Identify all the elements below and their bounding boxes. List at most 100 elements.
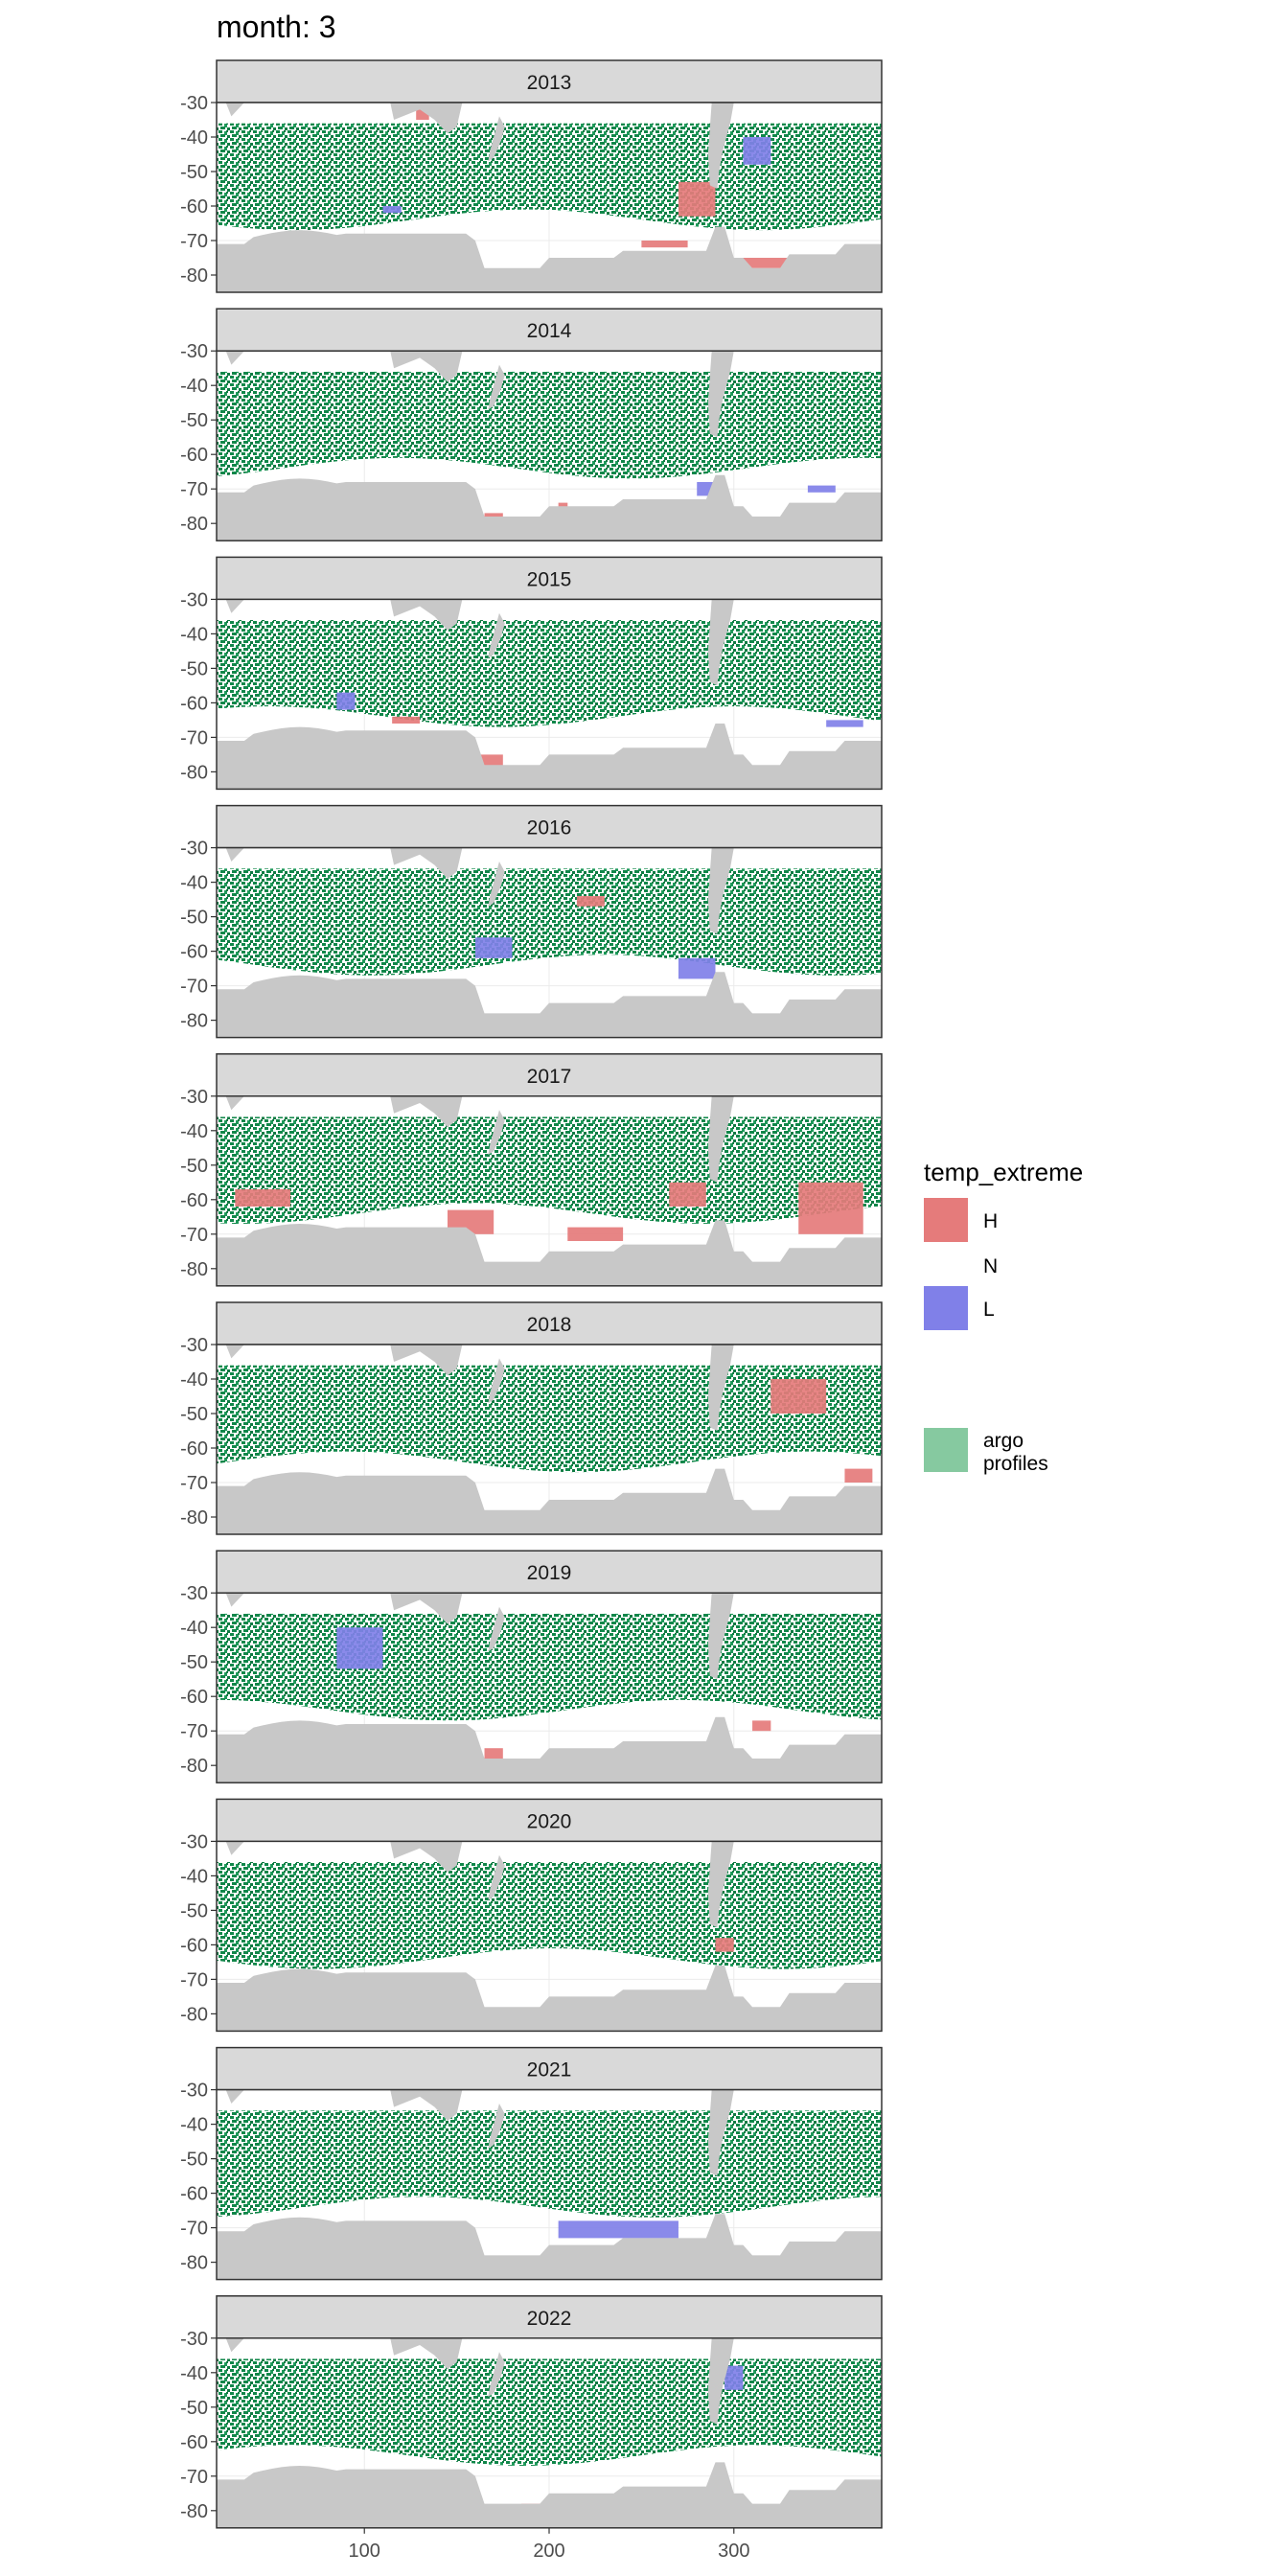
land-new-zealand [488, 862, 505, 907]
legend-label-argo: argo profiles [983, 1430, 1048, 1475]
land-south-america [707, 1593, 734, 1680]
land-africa [225, 103, 244, 117]
y-tick-label: -70 [180, 1225, 208, 1246]
land-africa [225, 847, 244, 862]
y-tick-label: -50 [180, 908, 208, 929]
land-new-zealand [488, 2352, 505, 2397]
y-tick-label: -70 [180, 727, 208, 748]
legend-title: temp_extreme [924, 1158, 1083, 1186]
facet-panel-2021: 2021 -30 -40 -50 -60 -70 -80 [180, 2046, 883, 2281]
x-axis: 100 200 300 [349, 2527, 749, 2562]
page-title: month: 3 [217, 10, 336, 44]
land-australia [390, 1095, 463, 1128]
extreme-h [752, 1720, 771, 1732]
land-australia [390, 599, 463, 631]
y-tick-label: -80 [180, 1507, 208, 1529]
panel-border [216, 1344, 883, 1535]
land-south-america [707, 351, 734, 438]
legend-label-l: L [983, 1299, 995, 1321]
land-south-america [707, 2089, 734, 2176]
x-tick-label: 100 [349, 2541, 380, 2562]
facet-strip-label: 2014 [527, 320, 572, 342]
facet-strip [216, 308, 883, 352]
land-africa [225, 1095, 244, 1111]
extreme-h [235, 1189, 291, 1207]
land-south-america [707, 1841, 734, 1928]
no-data-region [217, 103, 882, 124]
land-australia [390, 1593, 463, 1624]
y-tick-label: -70 [180, 2219, 208, 2240]
legend-label-h: H [983, 1210, 998, 1232]
no-data-region [217, 1345, 882, 1366]
y-tick-label: -70 [180, 977, 208, 998]
y-tick-label: -40 [180, 127, 208, 149]
land-africa [225, 351, 244, 365]
extreme-l [743, 137, 771, 165]
y-tick-label: -30 [180, 839, 208, 860]
land-antarctica [217, 2214, 882, 2280]
no-data-region [217, 351, 882, 372]
facet-panel-2014: 2014 -30 -40 -50 -60 -70 -80 [180, 308, 883, 541]
land-australia [390, 847, 463, 879]
legend: temp_extreme H N L argo profiles [924, 1158, 1083, 1475]
y-tick-label: -40 [180, 376, 208, 397]
facet-strip-label: 2019 [527, 1562, 572, 1584]
no-data-region [217, 1095, 882, 1117]
land-africa [225, 1345, 244, 1359]
land-antarctica [217, 474, 882, 541]
y-tick-label: -80 [180, 1259, 208, 1280]
y-tick-label: -50 [180, 1900, 208, 1921]
y-tick-label: -40 [180, 1369, 208, 1391]
land-antarctica [217, 1716, 882, 1783]
facet-strip [216, 1798, 883, 1843]
facet-strip [216, 556, 883, 601]
land-antarctica [217, 1468, 882, 1534]
y-tick-label: -70 [180, 1969, 208, 1990]
land-new-zealand [488, 2104, 505, 2149]
y-tick-label: -40 [180, 1618, 208, 1639]
y-tick-label: -30 [180, 1335, 208, 1356]
land-antarctica [217, 972, 882, 1038]
land-south-america [707, 1095, 734, 1183]
extreme-l [382, 206, 402, 214]
land-new-zealand [488, 116, 505, 162]
land-new-zealand [488, 1854, 505, 1900]
land-australia [390, 103, 463, 134]
facet-strip-label: 2017 [527, 1066, 572, 1088]
extreme-l [336, 1627, 383, 1669]
facet-strip [216, 2295, 883, 2339]
facet-panel-2017: 2017 -30 -40 -50 -60 -70 -80 [180, 1053, 883, 1287]
panel-border [216, 1095, 883, 1287]
land-south-america [707, 1345, 734, 1431]
y-tick-label: -30 [180, 1087, 208, 1108]
legend-key-l [924, 1286, 968, 1330]
facet-strip-label: 2015 [527, 568, 572, 590]
extreme-h [669, 1182, 706, 1207]
y-tick-label: -40 [180, 873, 208, 894]
y-tick-label: -60 [180, 942, 208, 963]
facet-panel-2020: 2020 -30 -40 -50 -60 -70 -80 [180, 1798, 883, 2033]
y-tick-label: -30 [180, 2081, 208, 2102]
extreme-l [826, 720, 863, 727]
y-tick-label: -60 [180, 445, 208, 466]
y-tick-label: -60 [180, 1687, 208, 1708]
y-tick-label: -70 [180, 1473, 208, 1494]
panel-border [216, 1592, 883, 1783]
y-tick-label: -30 [180, 1831, 208, 1852]
land-australia [390, 351, 463, 382]
land-south-america [707, 599, 734, 686]
land-australia [390, 2337, 463, 2370]
extreme-h [678, 181, 716, 217]
y-tick-label: -30 [180, 93, 208, 114]
facet-strip-label: 2018 [527, 1314, 572, 1336]
argo-coverage [217, 1613, 882, 1721]
land-south-america [707, 2337, 734, 2425]
legend-label-n: N [983, 1255, 998, 1277]
extreme-h [844, 1468, 873, 1483]
y-tick-label: -40 [180, 2115, 208, 2136]
argo-coverage [217, 2110, 882, 2218]
legend-key-h [924, 1198, 968, 1242]
y-tick-label: -60 [180, 1438, 208, 1460]
land-africa [225, 1593, 244, 1607]
